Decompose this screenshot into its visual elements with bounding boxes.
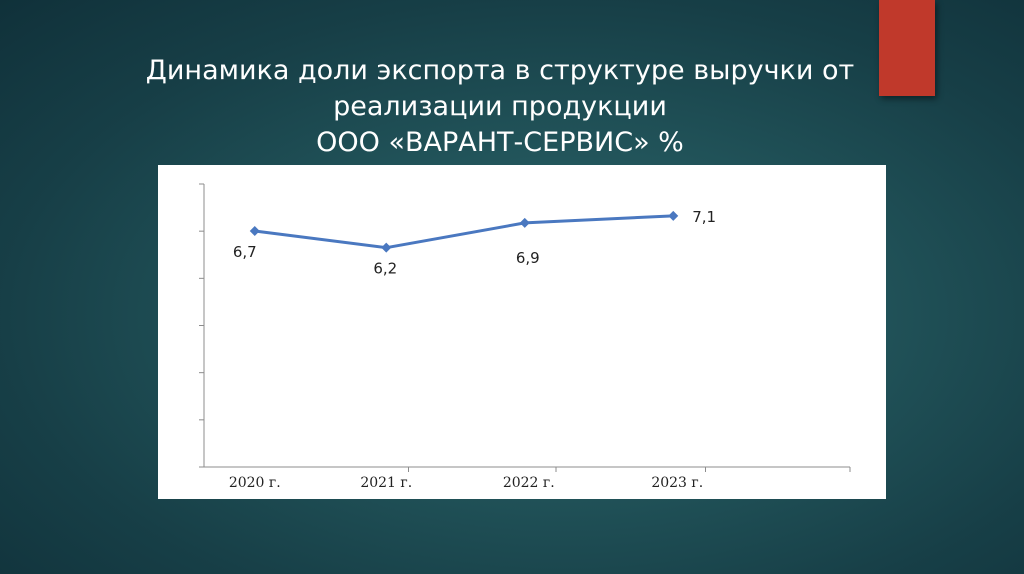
data-point-marker: [668, 210, 679, 221]
chart-panel: 2020 г. 2021 г. 2022 г. 2023 г. 6,7 6,2 6,9 7,1: [158, 165, 886, 499]
x-tick-label: 2023 г.: [651, 475, 703, 491]
data-label: 7,1: [692, 208, 716, 226]
x-tick-label: 2021 г.: [360, 475, 412, 491]
data-point-marker: [249, 225, 260, 236]
data-label: 6,2: [373, 260, 397, 278]
slide-title-line-2: реализации продукции: [333, 91, 667, 122]
data-point-marker: [381, 242, 392, 253]
slide-title-line-1: Динамика доли экспорта в структуре выруч…: [145, 55, 855, 86]
line-chart: 2020 г. 2021 г. 2022 г. 2023 г. 6,7 6,2 6,9 7,1: [199, 183, 851, 491]
accent-bar: [879, 0, 935, 96]
series-line: [254, 214, 674, 250]
x-tick-label: 2020 г.: [229, 475, 281, 491]
data-label: 6,9: [516, 249, 540, 267]
data-label: 6,7: [233, 243, 257, 261]
data-point-marker: [519, 217, 530, 228]
slide-title-line-3: ООО «ВАРАНТ-СЕРВИС» %: [316, 127, 684, 158]
x-tick-label: 2022 г.: [503, 475, 555, 491]
